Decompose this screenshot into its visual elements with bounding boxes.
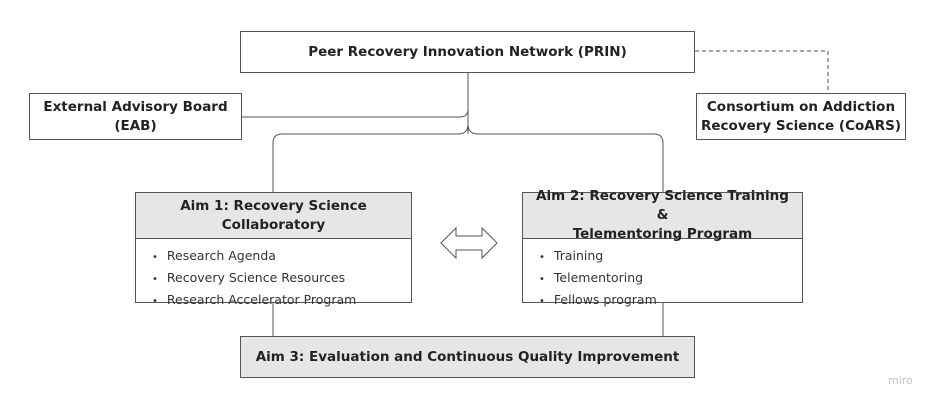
aim1-node: Aim 1: Recovery Science Collaboratory Re… <box>135 192 412 307</box>
prin-label: Peer Recovery Innovation Network (PRIN) <box>308 43 627 60</box>
eab-connector-line <box>242 108 469 118</box>
eab-node: External Advisory Board (EAB) <box>29 93 242 140</box>
aim2-list-item: Training <box>539 246 802 268</box>
coars-dashed-line <box>695 50 829 93</box>
coars-node: Consortium on Addiction Recovery Science… <box>696 93 906 140</box>
aim1-list-item: Recovery Science Resources <box>152 268 411 290</box>
coars-label-line1: Consortium on Addiction <box>706 98 896 115</box>
aim1-item-list: Research Agenda Recovery Science Resourc… <box>136 239 411 312</box>
aim2-list-item: Telementoring <box>539 268 802 290</box>
miro-watermark: miro <box>888 374 913 387</box>
aim2-node: Aim 2: Recovery Science Training & Telem… <box>522 188 803 307</box>
aim1-connector-line <box>272 123 469 192</box>
aim2-item-list: Training Telementoring Fellows program <box>523 239 802 312</box>
prin-node: Peer Recovery Innovation Network (PRIN) <box>240 31 695 73</box>
aim1-title-line1: Aim 1: Recovery Science <box>180 197 367 214</box>
aim2-list-item: Fellows program <box>539 290 802 312</box>
aim1-header: Aim 1: Recovery Science Collaboratory <box>136 193 411 239</box>
aim2-header: Aim 2: Recovery Science Training & Telem… <box>523 188 802 242</box>
coars-label-line2: Recovery Science (CoARS) <box>700 117 901 134</box>
aim2-connector-line <box>467 123 664 192</box>
eab-label-line2: (EAB) <box>114 117 157 134</box>
double-arrow-icon <box>440 226 498 260</box>
aim2-title-line2: Telementoring Program <box>572 226 753 242</box>
eab-label-line1: External Advisory Board <box>43 98 228 115</box>
aim3-node: Aim 3: Evaluation and Continuous Quality… <box>240 336 695 378</box>
aim1-list-item: Research Agenda <box>152 246 411 268</box>
aim1-title-line2: Collaboratory <box>221 216 326 233</box>
aim3-label: Aim 3: Evaluation and Continuous Quality… <box>255 348 680 365</box>
aim1-list-item: Research Accelerator Program <box>152 290 411 312</box>
aim2-title-line1: Aim 2: Recovery Science Training & <box>536 188 789 223</box>
